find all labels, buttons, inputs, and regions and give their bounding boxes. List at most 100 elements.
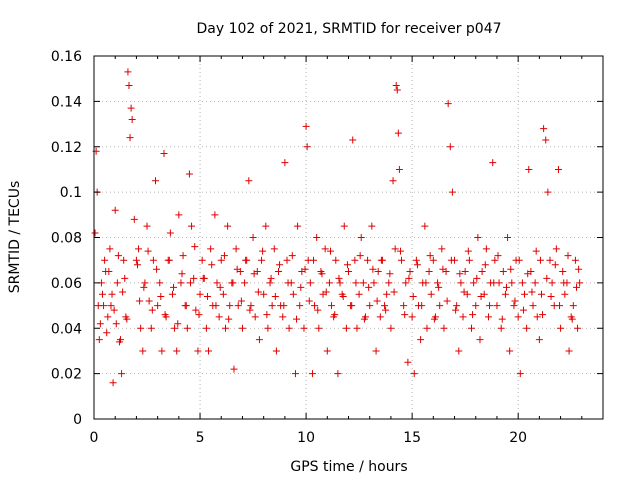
data-point <box>404 358 412 366</box>
data-point <box>405 274 413 282</box>
data-point <box>318 270 326 278</box>
x-tick-label: 20 <box>509 430 527 446</box>
data-point <box>203 292 211 300</box>
data-point <box>121 274 129 282</box>
data-point <box>198 256 206 264</box>
data-point <box>220 252 228 260</box>
y-tick-label: 0.16 <box>51 49 82 65</box>
data-point <box>372 347 380 355</box>
data-point <box>139 347 147 355</box>
data-point <box>535 336 543 344</box>
data-point <box>439 265 447 273</box>
data-point <box>263 311 271 319</box>
data-point <box>262 222 270 230</box>
data-point <box>356 252 364 260</box>
data-point <box>552 245 560 253</box>
data-point <box>202 324 210 332</box>
data-point <box>370 279 378 287</box>
data-point <box>385 279 393 287</box>
data-point <box>285 324 293 332</box>
data-point <box>246 306 254 314</box>
y-tick-label: 0.1 <box>60 185 82 201</box>
data-point <box>501 290 509 298</box>
data-point <box>136 297 144 305</box>
data-point <box>190 274 198 282</box>
data-point <box>352 279 360 287</box>
data-point <box>435 283 443 291</box>
data-point <box>374 268 382 276</box>
data-point <box>410 370 418 378</box>
data-point <box>493 302 501 310</box>
data-point <box>576 279 584 287</box>
data-point <box>406 268 414 276</box>
data-point <box>383 290 391 298</box>
data-point <box>178 270 186 278</box>
data-point <box>560 279 568 287</box>
data-point <box>101 256 109 264</box>
data-point <box>297 283 305 291</box>
data-point <box>268 302 276 310</box>
data-point <box>348 302 356 310</box>
data-point <box>165 256 173 264</box>
y-tick-label: 0.14 <box>51 94 82 110</box>
data-point <box>401 311 409 319</box>
data-point <box>293 315 301 323</box>
data-point <box>444 100 452 108</box>
data-point <box>113 279 121 287</box>
data-point <box>219 290 227 298</box>
data-point <box>100 302 108 310</box>
data-point <box>400 302 408 310</box>
data-point <box>548 279 556 287</box>
data-point <box>381 302 389 310</box>
data-point <box>409 292 417 300</box>
data-point <box>360 315 368 323</box>
data-point <box>524 270 532 278</box>
data-point <box>440 324 448 332</box>
data-point <box>569 302 577 310</box>
data-point <box>271 292 279 300</box>
data-point <box>128 116 136 124</box>
data-point <box>216 283 224 291</box>
data-point <box>393 86 401 94</box>
data-point <box>149 256 157 264</box>
data-point <box>343 261 351 269</box>
data-point <box>152 177 160 185</box>
data-point <box>192 306 200 314</box>
data-point <box>182 302 190 310</box>
data-point <box>170 283 178 291</box>
data-point <box>508 279 516 287</box>
data-point <box>186 279 194 287</box>
data-point <box>119 288 127 296</box>
data-point <box>364 256 372 264</box>
data-point <box>229 279 237 287</box>
data-point <box>109 379 117 387</box>
data-point <box>251 313 259 321</box>
data-point <box>260 290 268 298</box>
data-point <box>280 302 288 310</box>
data-point <box>314 306 322 314</box>
data-point <box>108 290 116 298</box>
data-point <box>250 270 258 278</box>
data-point <box>311 302 319 310</box>
data-point <box>133 261 141 269</box>
data-point <box>546 256 554 264</box>
data-point <box>254 288 262 296</box>
data-point <box>120 256 128 264</box>
data-point <box>137 324 145 332</box>
data-point <box>276 261 284 269</box>
data-point <box>472 302 480 310</box>
data-point <box>366 302 374 310</box>
data-point <box>376 313 384 321</box>
data-point <box>423 324 431 332</box>
data-point <box>322 288 330 296</box>
data-point <box>249 234 257 241</box>
data-point <box>301 265 309 273</box>
data-point <box>353 324 361 332</box>
data-point <box>521 290 529 298</box>
data-point <box>284 279 292 287</box>
data-point <box>305 297 313 305</box>
data-point <box>355 290 363 298</box>
data-point <box>481 261 489 269</box>
data-point <box>536 256 544 264</box>
data-point <box>158 347 166 355</box>
